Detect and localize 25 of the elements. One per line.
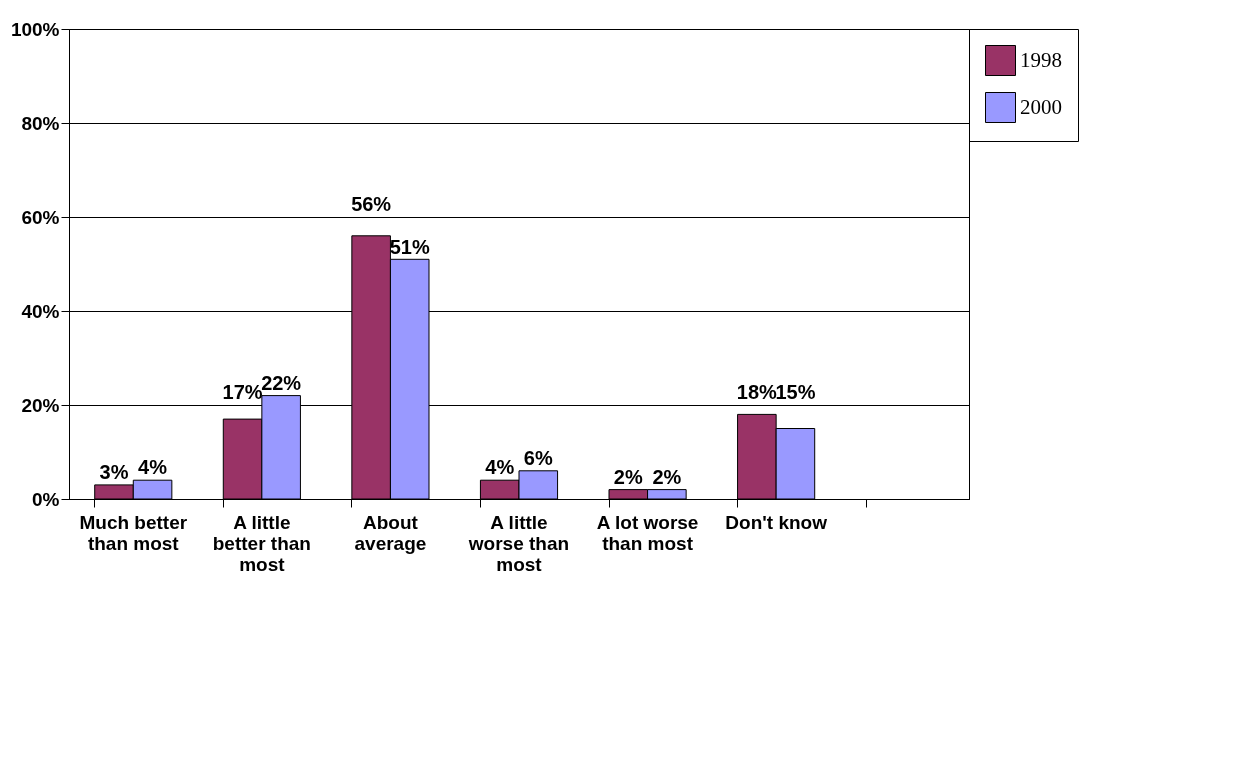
x-tick-label: A lot worse than most bbox=[596, 511, 699, 554]
legend-label: 1998 bbox=[1020, 47, 1062, 72]
y-tick-label: 100% bbox=[10, 18, 60, 40]
data-label: 2% bbox=[652, 465, 682, 488]
data-label: 2% bbox=[613, 465, 643, 488]
data-label: 3% bbox=[99, 461, 129, 484]
x-tick-label: Much better than most bbox=[79, 511, 188, 554]
x-tick-label: A little better than most bbox=[212, 511, 311, 575]
y-tick-label: 80% bbox=[21, 112, 60, 134]
x-tick-label: Don't know bbox=[725, 511, 828, 533]
legend-label: 2000 bbox=[1020, 94, 1062, 119]
data-label: 18% bbox=[736, 381, 778, 404]
data-label: 4% bbox=[138, 456, 168, 479]
data-label: 6% bbox=[523, 447, 553, 470]
y-tick-label: 20% bbox=[21, 394, 60, 416]
y-tick-label: 60% bbox=[21, 206, 60, 228]
data-label: 22% bbox=[261, 371, 302, 394]
x-tick-label: About average bbox=[354, 511, 427, 554]
y-tick-label: 40% bbox=[21, 300, 60, 322]
y-tick-label: 0% bbox=[32, 488, 60, 510]
data-label: 15% bbox=[775, 381, 816, 404]
data-label: 56% bbox=[351, 193, 392, 216]
x-tick-label: A little worse than most bbox=[467, 511, 570, 575]
data-label: 4% bbox=[485, 456, 515, 479]
data-label: 17% bbox=[222, 381, 263, 404]
